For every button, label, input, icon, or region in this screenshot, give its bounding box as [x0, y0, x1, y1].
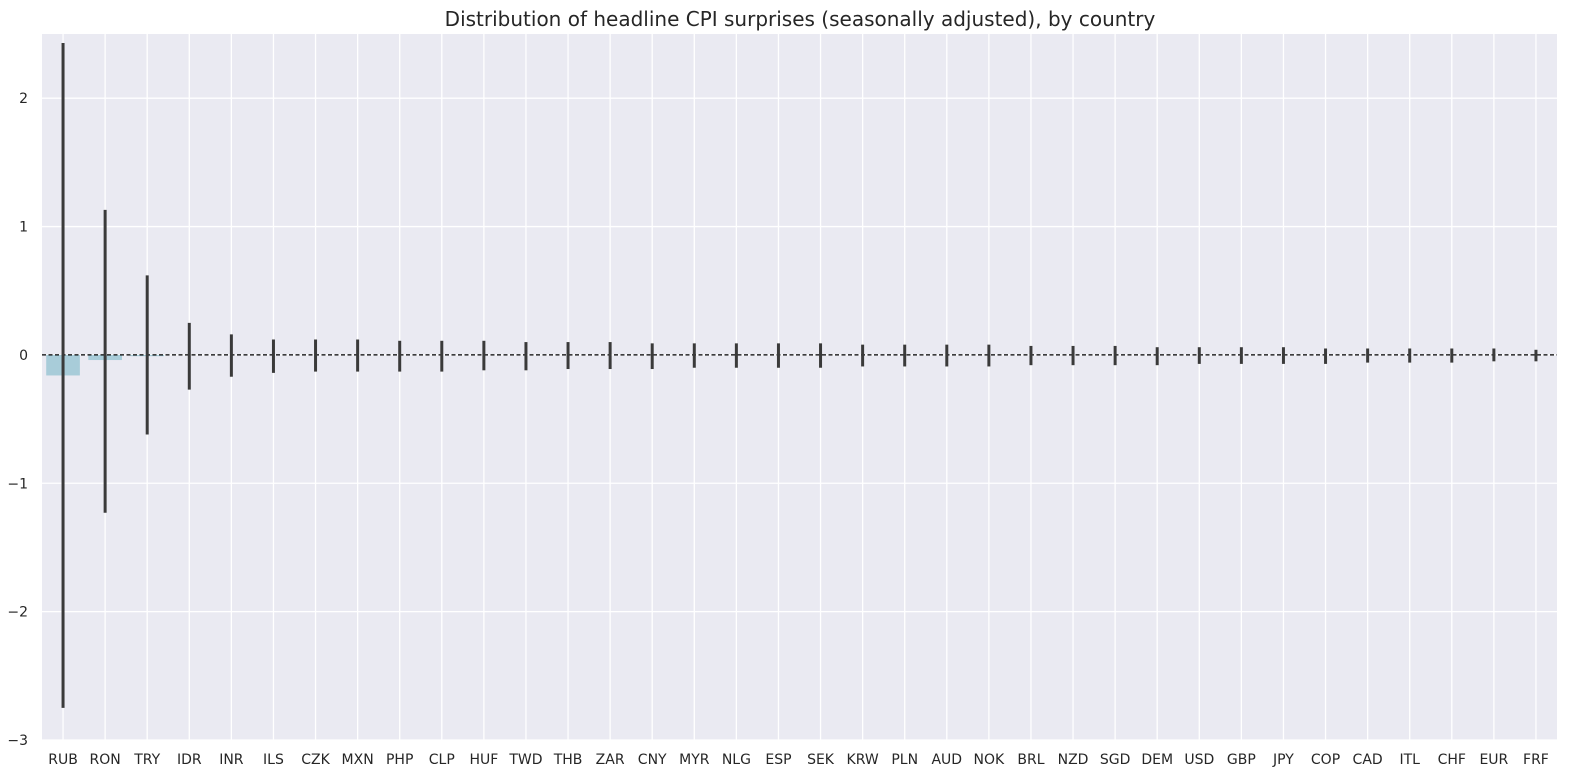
x-tick-label-myr: MYR: [679, 752, 710, 768]
x-tick-label-jpy: JPY: [1272, 752, 1294, 768]
x-tick-label-krw: KRW: [847, 752, 879, 768]
x-tick-label-ils: ILS: [263, 752, 284, 768]
x-tick-label-clp: CLP: [429, 752, 455, 768]
x-tick-label-cop: COP: [1311, 752, 1340, 768]
y-tick-label: 1: [19, 220, 28, 236]
x-tick-label-nlg: NLG: [722, 752, 751, 768]
x-tick-label-chf: CHF: [1438, 752, 1466, 768]
x-tick-label-itl: ITL: [1399, 752, 1420, 768]
y-tick-label: 0: [19, 348, 28, 364]
x-tick-label-inr: INR: [219, 752, 244, 768]
x-tick-label-huf: HUF: [469, 752, 498, 768]
x-tick-label-try: TRY: [133, 752, 160, 768]
x-tick-label-cny: CNY: [638, 752, 667, 768]
y-tick-label: −3: [7, 733, 28, 749]
x-tick-label-nzd: NZD: [1058, 752, 1089, 768]
x-tick-label-usd: USD: [1184, 752, 1214, 768]
y-axis-tick-labels: 2 1 0 −1 −2 −3: [7, 91, 28, 749]
x-tick-label-idr: IDR: [177, 752, 202, 768]
x-tick-label-frf: FRF: [1523, 752, 1549, 768]
y-tick-label: −1: [7, 476, 28, 492]
x-tick-label-php: PHP: [386, 752, 413, 768]
x-tick-label-sgd: SGD: [1100, 752, 1131, 768]
error-bars: [61, 42, 1538, 708]
y-tick-label: 2: [19, 91, 28, 107]
x-tick-label-pln: PLN: [891, 752, 918, 768]
grid-lines: [42, 34, 1557, 741]
x-tick-label-esp: ESP: [765, 752, 791, 768]
x-tick-label-zar: ZAR: [596, 752, 625, 768]
x-tick-label-ron: RON: [90, 752, 121, 768]
x-tick-label-brl: BRL: [1017, 752, 1044, 768]
x-tick-label-sek: SEK: [807, 752, 835, 768]
x-tick-label-dem: DEM: [1141, 752, 1173, 768]
y-tick-label: −2: [7, 605, 28, 621]
x-tick-label-thb: THB: [553, 752, 583, 768]
x-tick-label-twd: TWD: [508, 752, 542, 768]
x-tick-label-gbp: GBP: [1227, 752, 1256, 768]
x-tick-label-mxn: MXN: [342, 752, 374, 768]
chart-title: Distribution of headline CPI surprises (…: [445, 7, 1156, 31]
x-tick-label-rub: RUB: [48, 752, 78, 768]
plot-area: [42, 34, 1557, 740]
x-tick-label-nok: NOK: [974, 752, 1005, 768]
x-axis-tick-labels: RUB RON TRY IDR INR ILS CZK MXN PHP CLP HUF TWD THB Z…: [48, 752, 1549, 768]
x-tick-label-aud: AUD: [931, 752, 962, 768]
x-tick-label-czk: CZK: [301, 752, 330, 768]
x-tick-label-eur: EUR: [1479, 752, 1508, 768]
x-tick-label-cad: CAD: [1353, 752, 1383, 768]
